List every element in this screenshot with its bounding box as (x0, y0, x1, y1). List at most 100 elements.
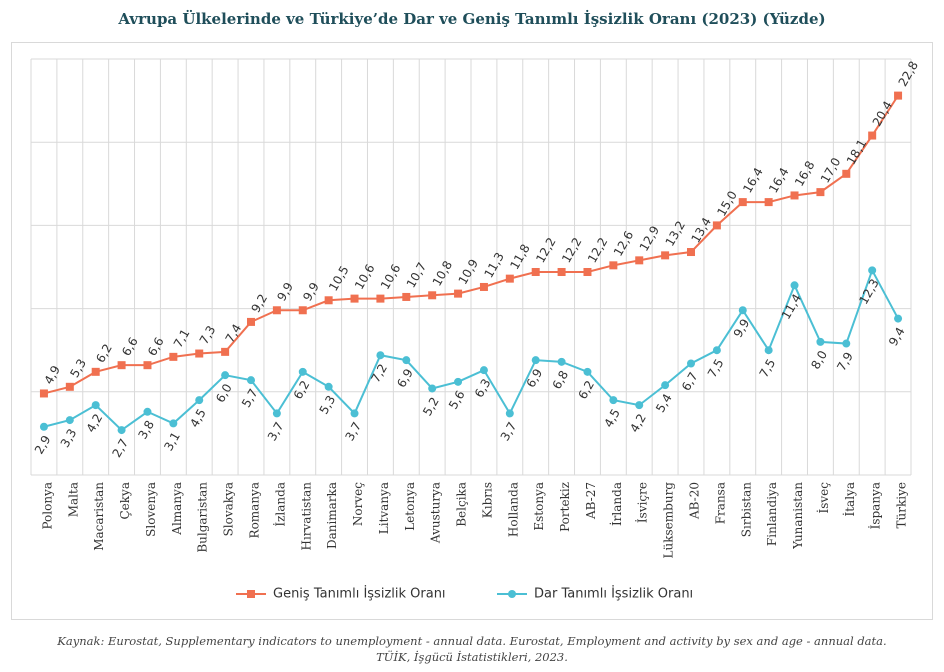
data-label-genis: 7,3 (197, 323, 219, 347)
data-point-dar (65, 416, 74, 425)
data-label-dar: 5,3 (317, 393, 339, 417)
data-label-genis: 6,6 (119, 335, 141, 359)
x-tick-label: Malta (66, 482, 80, 517)
data-label-genis: 10,5 (326, 263, 351, 293)
data-point-dar (842, 339, 851, 348)
data-label-genis: 9,2 (249, 292, 271, 316)
x-tick-label: Polonya (40, 482, 54, 530)
chart-title: Avrupa Ülkelerinde ve Türkiye’de Dar ve … (118, 10, 826, 28)
data-point-genis (816, 188, 825, 197)
data-point-dar (609, 396, 618, 405)
x-tick-label: İsveç (816, 482, 831, 514)
data-point-dar (687, 359, 695, 368)
data-point-dar (91, 401, 100, 410)
data-label-genis: 12,2 (585, 235, 610, 265)
x-tick-label: İrlanda (609, 482, 624, 526)
data-point-dar (790, 281, 799, 290)
data-label-dar: 5,4 (653, 391, 675, 415)
data-label-dar: 6,2 (575, 378, 597, 402)
data-label-dar: 4,2 (627, 411, 649, 435)
data-point-genis (557, 267, 566, 276)
x-tick-label: Hollanda (506, 482, 520, 537)
data-label-genis: 9,9 (274, 280, 296, 304)
data-label-genis: 16,8 (792, 159, 817, 189)
data-point-genis (402, 292, 411, 301)
data-point-dar (143, 407, 152, 416)
data-point-dar (402, 356, 411, 365)
data-point-dar (324, 382, 333, 391)
x-tick-label: İsviçre (635, 482, 650, 523)
data-point-dar (505, 409, 514, 418)
data-label-genis: 18,1 (844, 137, 869, 167)
data-label-dar: 2,9 (32, 433, 54, 457)
x-tick-label: Litvanya (377, 482, 391, 534)
data-point-dar (428, 384, 437, 393)
data-label-dar: 8,0 (808, 348, 830, 372)
x-tick-label: Estonya (532, 482, 546, 531)
data-point-genis (39, 389, 48, 398)
data-point-genis (428, 291, 437, 300)
data-point-dar (39, 422, 48, 431)
data-point-genis (687, 248, 695, 257)
data-label-dar: 6,9 (394, 366, 416, 390)
data-point-genis (272, 306, 281, 315)
x-tick-label: Almanya (170, 482, 184, 536)
legend-label-dar: Dar Tanımlı İşsizlik Oranı (534, 586, 693, 602)
data-label-genis: 13,4 (689, 215, 714, 245)
data-point-dar (712, 346, 721, 355)
x-tick-label: Slovakya (222, 482, 236, 536)
x-tick-label: Hırvatistan (299, 482, 313, 551)
x-tick-label: Finlandiya (765, 482, 779, 546)
data-point-genis (635, 256, 644, 265)
data-point-genis (143, 361, 152, 370)
data-point-dar (531, 356, 540, 365)
data-point-genis (376, 294, 385, 303)
data-labels: 4,9 5,36,2 6,6 6,6 7,1 7,3 7,49,2 9,9 9,9 10,5 10,… (32, 59, 921, 460)
data-label-genis: 10,6 (378, 262, 403, 292)
series-line-dar (43, 267, 899, 432)
data-point-dar (454, 377, 463, 386)
data-label-dar: 3,1 (161, 430, 183, 454)
data-label-genis: 12,6 (611, 228, 636, 258)
data-point-dar (816, 337, 825, 346)
data-label-dar: 3,3 (58, 426, 80, 450)
data-label-genis: 22,8 (896, 59, 921, 89)
x-tick-label: Fransa (713, 482, 727, 524)
data-point-genis (221, 347, 230, 356)
x-tick-label: Romanya (248, 482, 262, 538)
data-point-dar (583, 367, 592, 376)
data-label-genis: 11,8 (507, 242, 532, 272)
x-tick-label: Slovenya (144, 482, 158, 537)
data-point-genis (764, 198, 773, 207)
data-label-genis: 16,4 (740, 165, 765, 195)
legend-marker-square (247, 590, 255, 598)
x-tick-label: Yunanistan (791, 482, 805, 550)
data-point-dar (557, 357, 566, 366)
data-point-genis (738, 198, 747, 207)
data-point-genis (609, 261, 618, 270)
data-label-genis: 13,2 (663, 218, 688, 248)
data-point-genis (842, 169, 851, 178)
data-point-dar (247, 376, 255, 385)
x-tick-label: Macaristan (92, 482, 106, 551)
data-point-dar (298, 367, 307, 376)
data-label-genis: 16,4 (766, 165, 791, 195)
x-tick-label: Bulgaristan (196, 482, 210, 553)
series-layer (39, 91, 903, 435)
data-label-genis: 7,1 (171, 327, 193, 351)
x-tick-label: Türkiye (895, 482, 909, 528)
data-point-genis (479, 282, 488, 291)
data-label-dar: 5,2 (420, 395, 442, 419)
chart-frame (11, 42, 933, 620)
data-point-genis (324, 296, 333, 305)
data-label-dar: 4,5 (601, 406, 623, 430)
data-label-genis: 15,0 (714, 189, 739, 219)
data-label-dar: 6,2 (291, 378, 313, 402)
data-point-genis (91, 367, 100, 376)
x-tick-label: Portekiz (558, 482, 572, 532)
x-tick-label: İspanya (868, 482, 883, 529)
data-label-genis: 12,2 (559, 235, 584, 265)
data-point-genis (505, 274, 514, 283)
line-chart: 4,9 5,36,2 6,6 6,6 7,1 7,3 7,49,2 9,9 9,9 10,5 10,… (30, 58, 921, 602)
x-tick-label: AB-27 (584, 482, 598, 520)
